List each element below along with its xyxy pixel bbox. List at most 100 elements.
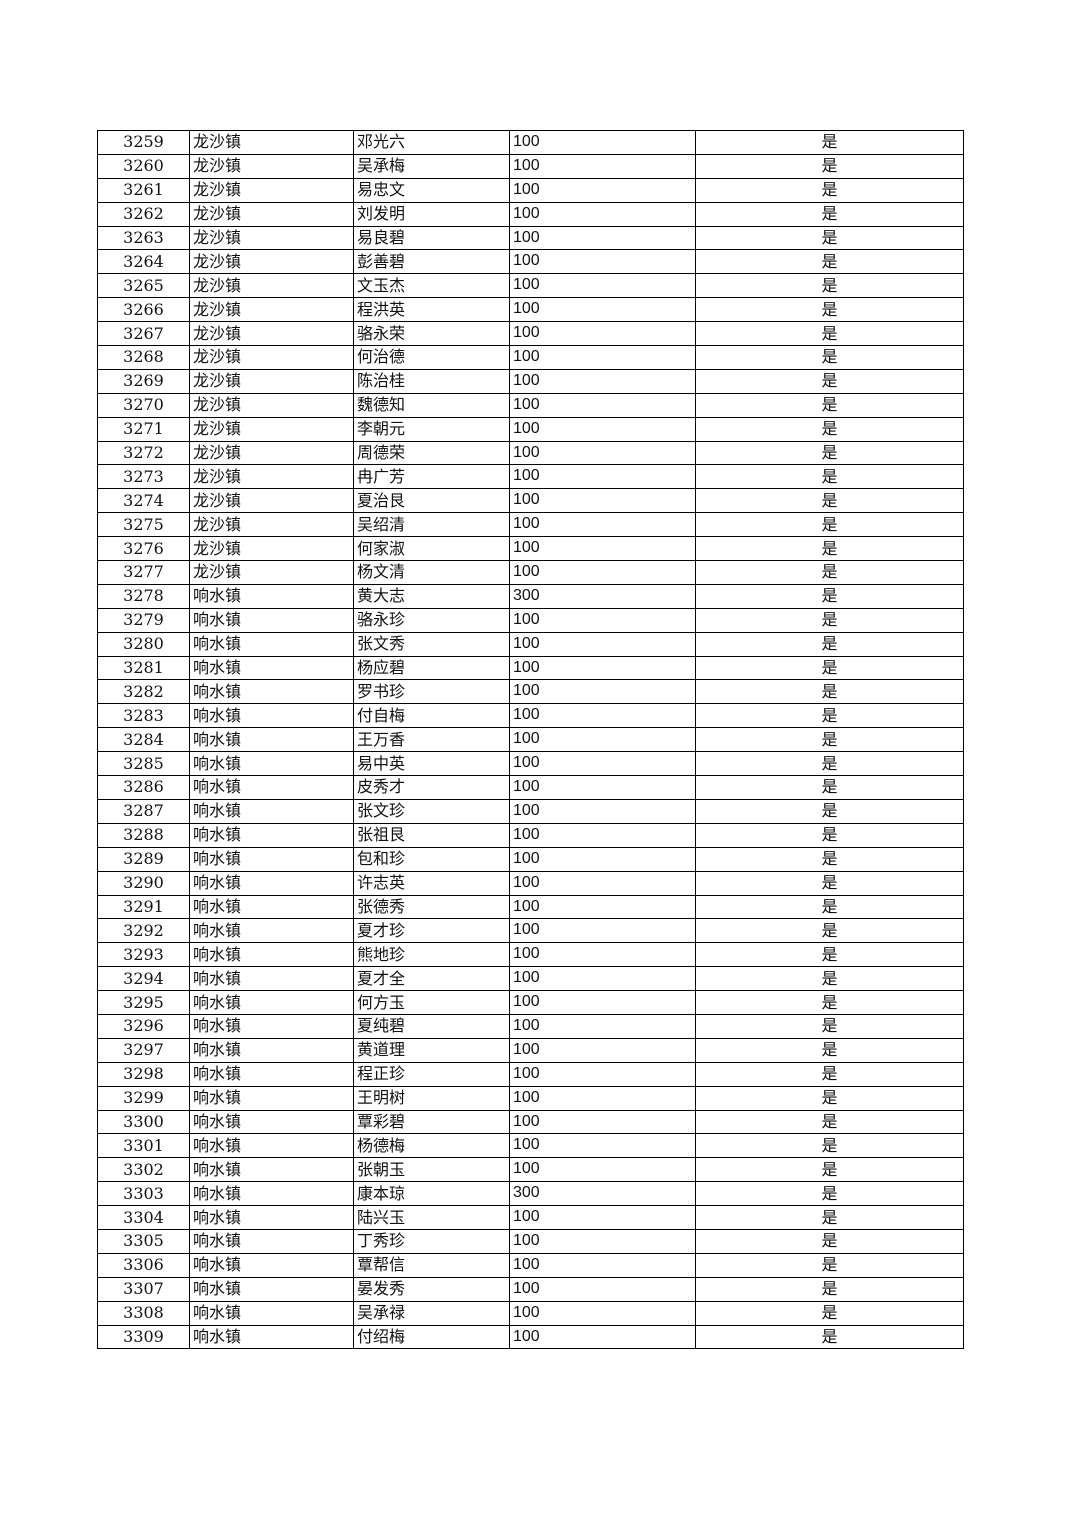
town-cell: 响水镇: [189, 822, 354, 848]
amount-cell: 100: [509, 894, 696, 920]
town-cell: 响水镇: [189, 607, 354, 633]
town-cell: 响水镇: [189, 775, 354, 800]
amount-cell: 100: [509, 512, 696, 538]
table-row: 3291 响水镇 张德秀 100 是: [97, 894, 964, 920]
amount-cell: 100: [509, 703, 696, 729]
table-row: 3309 响水镇 付绍梅 100 是: [97, 1324, 964, 1350]
row-number-cell: 3280: [97, 631, 190, 657]
name-cell: 何家淑: [353, 536, 510, 562]
name-cell: 邓光六: [353, 130, 510, 155]
row-number-cell: 3309: [97, 1324, 190, 1350]
amount-cell: 100: [509, 177, 696, 203]
name-cell: 张朝玉: [353, 1157, 510, 1183]
name-cell: 王明树: [353, 1085, 510, 1111]
town-cell: 龙沙镇: [189, 464, 354, 490]
town-cell: 响水镇: [189, 631, 354, 657]
row-number-cell: 3281: [97, 655, 190, 681]
name-cell: 付绍梅: [353, 1324, 510, 1350]
name-cell: 覃帮信: [353, 1252, 510, 1278]
town-cell: 响水镇: [189, 1037, 354, 1063]
eligible-cell: 是: [695, 798, 964, 824]
table-row: 3290 响水镇 许志英 100 是: [97, 870, 964, 896]
name-cell: 张文秀: [353, 631, 510, 657]
eligible-cell: 是: [695, 1061, 964, 1087]
amount-cell: 100: [509, 727, 696, 753]
row-number-cell: 3282: [97, 679, 190, 705]
town-cell: 龙沙镇: [189, 560, 354, 585]
amount-cell: 100: [509, 464, 696, 490]
town-cell: 响水镇: [189, 1013, 354, 1039]
amount-cell: 100: [509, 942, 696, 968]
eligible-cell: 是: [695, 512, 964, 538]
name-cell: 包和珍: [353, 846, 510, 872]
amount-cell: 100: [509, 966, 696, 992]
row-number-cell: 3266: [97, 297, 190, 323]
table-row: 3283 响水镇 付自梅 100 是: [97, 703, 964, 729]
records-table: 3259 龙沙镇 邓光六 100 是 3260 龙沙镇 吴承梅 100 是 3261 龙沙镇 易忠文 10…: [97, 130, 964, 1350]
eligible-cell: 是: [695, 894, 964, 920]
town-cell: 龙沙镇: [189, 130, 354, 155]
table-row: 3301 响水镇 杨德梅 100 是: [97, 1133, 964, 1159]
table-row: 3269 龙沙镇 陈治桂 100 是: [97, 368, 964, 394]
table-row: 3261 龙沙镇 易忠文 100 是: [97, 177, 964, 203]
table-row: 3273 龙沙镇 冉广芳 100 是: [97, 464, 964, 490]
amount-cell: 100: [509, 1205, 696, 1230]
table-row: 3302 响水镇 张朝玉 100 是: [97, 1157, 964, 1183]
amount-cell: 100: [509, 225, 696, 251]
eligible-cell: 是: [695, 321, 964, 347]
amount-cell: 100: [509, 751, 696, 777]
name-cell: 杨德梅: [353, 1133, 510, 1159]
town-cell: 响水镇: [189, 966, 354, 992]
town-cell: 响水镇: [189, 990, 354, 1015]
row-number-cell: 3271: [97, 416, 190, 442]
table-row: 3289 响水镇 包和珍 100 是: [97, 846, 964, 872]
eligible-cell: 是: [695, 1157, 964, 1183]
name-cell: 张文珍: [353, 798, 510, 824]
town-cell: 龙沙镇: [189, 249, 354, 275]
name-cell: 陈治桂: [353, 368, 510, 394]
amount-cell: 100: [509, 392, 696, 418]
name-cell: 张德秀: [353, 894, 510, 920]
town-cell: 响水镇: [189, 1085, 354, 1111]
town-cell: 龙沙镇: [189, 488, 354, 514]
amount-cell: 100: [509, 273, 696, 299]
row-number-cell: 3272: [97, 440, 190, 466]
eligible-cell: 是: [695, 392, 964, 418]
row-number-cell: 3286: [97, 775, 190, 800]
eligible-cell: 是: [695, 631, 964, 657]
table-row: 3267 龙沙镇 骆永荣 100 是: [97, 321, 964, 347]
amount-cell: 100: [509, 368, 696, 394]
eligible-cell: 是: [695, 225, 964, 251]
amount-cell: 100: [509, 416, 696, 442]
row-number-cell: 3270: [97, 392, 190, 418]
row-number-cell: 3267: [97, 321, 190, 347]
name-cell: 康本琼: [353, 1181, 510, 1207]
eligible-cell: 是: [695, 416, 964, 442]
town-cell: 龙沙镇: [189, 273, 354, 299]
table-row: 3305 响水镇 丁秀珍 100 是: [97, 1228, 964, 1254]
row-number-cell: 3300: [97, 1109, 190, 1135]
town-cell: 龙沙镇: [189, 368, 354, 394]
eligible-cell: 是: [695, 345, 964, 370]
row-number-cell: 3261: [97, 177, 190, 203]
amount-cell: 300: [509, 583, 696, 609]
row-number-cell: 3279: [97, 607, 190, 633]
row-number-cell: 3298: [97, 1061, 190, 1087]
amount-cell: 100: [509, 1228, 696, 1254]
row-number-cell: 3289: [97, 846, 190, 872]
town-cell: 龙沙镇: [189, 440, 354, 466]
row-number-cell: 3293: [97, 942, 190, 968]
name-cell: 吴承梅: [353, 153, 510, 179]
town-cell: 响水镇: [189, 846, 354, 872]
town-cell: 响水镇: [189, 679, 354, 705]
town-cell: 龙沙镇: [189, 345, 354, 370]
eligible-cell: 是: [695, 846, 964, 872]
eligible-cell: 是: [695, 990, 964, 1015]
eligible-cell: 是: [695, 1085, 964, 1111]
table-row: 3304 响水镇 陆兴玉 100 是: [97, 1205, 964, 1230]
row-number-cell: 3277: [97, 560, 190, 585]
row-number-cell: 3288: [97, 822, 190, 848]
eligible-cell: 是: [695, 727, 964, 753]
row-number-cell: 3292: [97, 918, 190, 944]
amount-cell: 100: [509, 798, 696, 824]
